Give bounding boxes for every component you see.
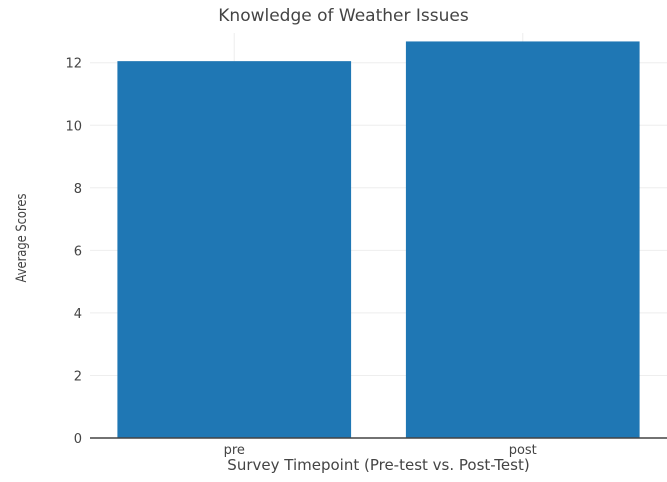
y-tick-label: 4	[74, 307, 82, 322]
x-tick-label: pre	[224, 443, 245, 458]
y-tick-label: 8	[74, 182, 82, 197]
x-axis-title: Survey Timepoint (Pre-test vs. Post-Test…	[227, 456, 530, 474]
y-tick-label: 0	[74, 432, 82, 447]
bar	[117, 61, 352, 438]
bar	[405, 41, 640, 438]
y-axis-title: Average Scores	[14, 193, 30, 283]
y-tick-label: 12	[65, 57, 82, 72]
y-tick-label: 10	[65, 119, 82, 134]
x-tick-label: post	[509, 443, 537, 458]
y-tick-label: 2	[74, 369, 82, 384]
chart-title: Knowledge of Weather Issues	[218, 6, 469, 26]
y-tick-label: 6	[74, 244, 82, 259]
